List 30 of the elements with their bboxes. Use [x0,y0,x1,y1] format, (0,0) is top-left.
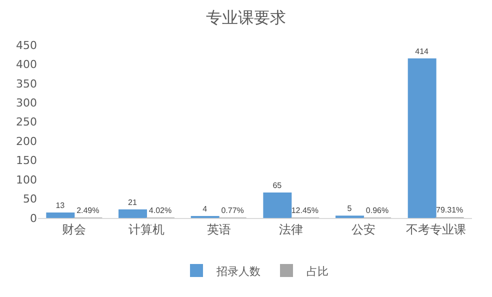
data-label: 2.49% [76,206,100,215]
y-tick-label: 0 [30,212,37,225]
data-label: 12.45% [291,206,318,215]
x-tick-label: 英语 [206,222,231,236]
data-label: 21 [128,198,138,207]
chart-title: 专业课要求 [206,8,286,28]
x-tick-label: 计算机 [128,222,164,236]
data-label: 65 [272,181,282,190]
data-label: 5 [347,204,352,214]
y-tick-label: 300 [16,96,37,110]
data-label: 0.96% [366,206,389,215]
y-tick-label: 450 [16,38,37,52]
legend-label: 占比 [306,264,328,278]
y-tick-label: 350 [16,77,37,90]
y-tick-label: 150 [16,154,37,168]
data-label: 4.02% [148,206,172,215]
y-tick-label: 250 [16,116,37,129]
y-tick-label: 200 [16,134,37,148]
x-tick-label: 不考专业课 [406,222,466,236]
x-tick-label: 法律 [279,222,304,236]
x-tick-label: 财会 [62,222,86,236]
data-label: 0.77% [221,206,244,215]
data-label: 4 [202,204,208,214]
y-tick-label: 50 [23,192,37,206]
legend-label: 招录人数 [216,264,260,278]
x-tick-label: 公安 [352,222,376,236]
data-label: 13 [56,201,66,210]
y-tick-label: 400 [16,58,37,72]
data-label: 414 [415,46,430,56]
y-tick-label: 100 [16,173,37,186]
